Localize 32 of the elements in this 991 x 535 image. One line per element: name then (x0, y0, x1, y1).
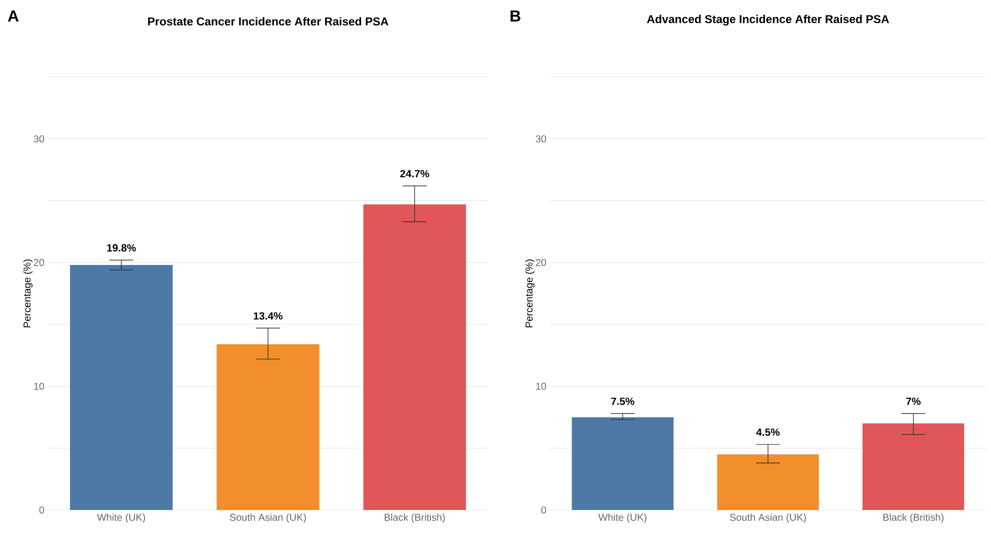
y-tick-label: 30 (34, 135, 44, 142)
bar (862, 423, 964, 510)
data-label: 4.5% (756, 428, 780, 436)
y-tick-label: 10 (34, 382, 44, 390)
y-tick-label: 0 (39, 506, 44, 514)
data-label: 13.4% (254, 312, 283, 320)
text: A (8, 10, 19, 22)
y-tick-label: 20 (536, 259, 546, 266)
data-label: 19.8% (107, 244, 136, 252)
y-tick-label: 10 (536, 382, 546, 390)
bar (717, 454, 819, 510)
y-axis-title: Percentage (%) (23, 260, 33, 328)
data-label: 24.7% (400, 170, 430, 178)
y-tick-label: 0 (541, 506, 546, 514)
text: B (510, 10, 520, 22)
bar (572, 417, 674, 510)
y-axis-title: Percentage (%) (525, 260, 535, 328)
bar (363, 204, 466, 510)
chart-title: Prostate Cancer Incidence After Raised PSA (148, 17, 388, 26)
x-tick-label: South Asian (UK) (730, 514, 806, 523)
x-tick-label: White (UK) (598, 514, 646, 523)
y-tick-label: 30 (536, 135, 546, 142)
data-label: 7.5% (611, 398, 634, 405)
y-tick-label: 20 (34, 259, 44, 266)
chart-title: Advanced Stage Incidence After Raised PSA (646, 14, 889, 26)
x-tick-label: South Asian (UK) (230, 514, 306, 523)
x-tick-label: Black (British) (883, 514, 944, 523)
data-label: 7% (906, 398, 921, 405)
bar (70, 265, 173, 510)
x-tick-label: Black (British) (384, 514, 445, 523)
bar (216, 344, 320, 510)
x-tick-label: White (UK) (97, 514, 146, 523)
